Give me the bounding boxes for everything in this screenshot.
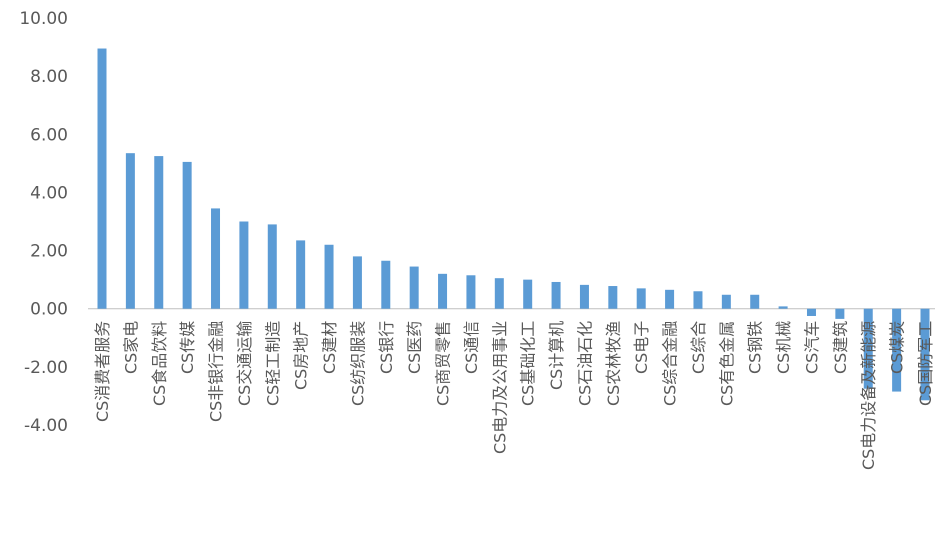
- y-tick-label: -4.00: [24, 416, 68, 436]
- y-tick-label: 8.00: [30, 67, 68, 87]
- bar: [182, 161, 192, 309]
- bar: [438, 273, 448, 309]
- bar: [239, 221, 249, 309]
- bar: [296, 240, 306, 309]
- x-category-label: CS综合: [689, 321, 708, 374]
- x-category-label: CS建材: [320, 321, 339, 374]
- x-category-label: CS有色金属: [717, 321, 736, 406]
- bar: [778, 306, 788, 309]
- y-tick-label: -2.00: [24, 358, 68, 378]
- y-tick-label: 4.00: [30, 183, 68, 203]
- bar: [665, 289, 675, 309]
- x-category-label: CS家电: [121, 321, 140, 374]
- bar: [409, 266, 419, 309]
- y-axis: 10.00 8.00 6.00 4.00 2.00 0.00 -2.00 -4.00: [19, 9, 68, 436]
- x-category-label: CS综合金融: [661, 321, 680, 406]
- bar: [636, 288, 646, 309]
- bar: [579, 284, 589, 309]
- x-category-label: CS食品饮料: [150, 321, 169, 406]
- x-category-label: CS医药: [405, 321, 424, 374]
- bar: [466, 275, 476, 309]
- x-category-label: CS消费者服务: [93, 321, 112, 422]
- bar: [267, 224, 277, 309]
- x-category-label: CS电子: [632, 321, 651, 374]
- bar: [154, 156, 164, 309]
- bar: [863, 308, 873, 389]
- x-category-label: CS建筑: [831, 321, 850, 374]
- bar: [892, 308, 902, 392]
- y-tick-label: 10.00: [19, 9, 68, 29]
- x-category-label: CS纺织服装: [348, 321, 367, 406]
- x-category-label: CS商贸零售: [434, 321, 453, 406]
- x-category-label: CS银行: [377, 321, 396, 374]
- x-axis-categories: CS消费者服务 CS家电 CS食品饮料 CS传媒 CS非银行金融 CS交通运输 CS轻工制造…: [93, 321, 935, 470]
- bar: [551, 281, 561, 309]
- x-category-label: CS钢铁: [746, 321, 765, 374]
- bar: [806, 308, 816, 316]
- bar: [920, 308, 930, 401]
- x-category-label: CS农林牧渔: [604, 321, 623, 406]
- x-category-label: CS国防军工: [916, 321, 935, 406]
- x-category-label: CS房地产: [292, 321, 311, 390]
- x-category-label: CS非银行金融: [207, 321, 226, 422]
- y-tick-label: 2.00: [30, 242, 68, 262]
- bar: [352, 256, 362, 309]
- y-tick-label: 0.00: [30, 300, 68, 320]
- x-category-label: CS机械: [774, 321, 793, 374]
- bar: [324, 244, 334, 309]
- x-category-label: CS石油石化: [575, 321, 594, 406]
- x-category-label: CS电力及公用事业: [490, 321, 509, 454]
- y-tick-label: 6.00: [30, 125, 68, 145]
- bar: [97, 48, 107, 309]
- x-category-label: CS煤炭: [888, 321, 907, 374]
- bar: [125, 153, 135, 309]
- bar: [494, 278, 504, 309]
- bar: [835, 308, 845, 319]
- x-category-label: CS计算机: [547, 321, 566, 390]
- x-category-label: CS交通运输: [235, 321, 254, 406]
- x-category-label: CS电力设备及新能源: [859, 321, 878, 470]
- bar: [750, 294, 760, 309]
- x-category-label: CS通信: [462, 321, 481, 374]
- x-category-label: CS基础化工: [519, 321, 538, 406]
- x-category-label: CS轻工制造: [263, 321, 282, 406]
- bar: [381, 260, 391, 309]
- bar: [721, 294, 731, 309]
- bar: [693, 291, 703, 309]
- bar: [608, 286, 618, 309]
- x-category-label: CS传媒: [178, 321, 197, 374]
- x-category-label: CS汽车: [802, 321, 821, 374]
- bar: [523, 279, 533, 309]
- bars: [97, 48, 930, 401]
- bar: [211, 208, 221, 309]
